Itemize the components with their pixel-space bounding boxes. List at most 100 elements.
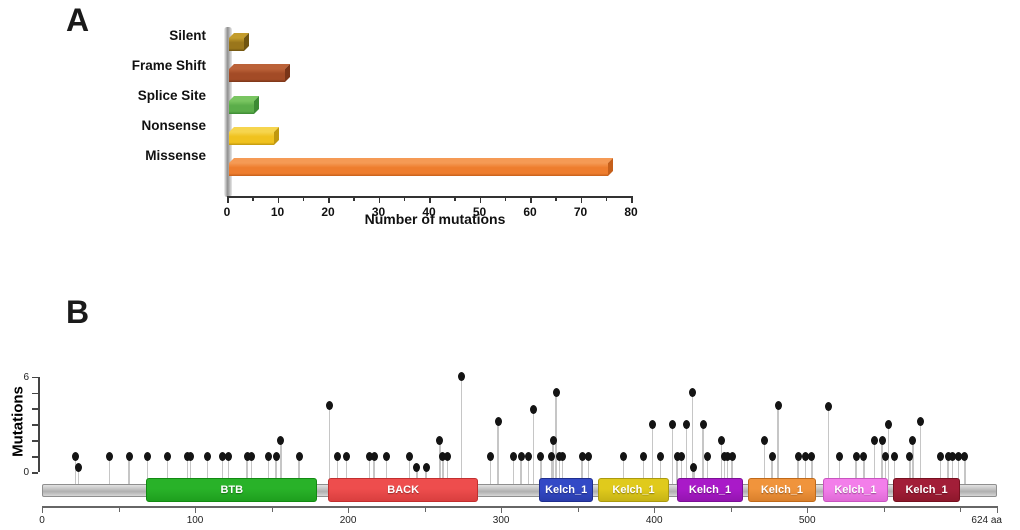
mutation-stem (221, 456, 224, 484)
mutation-dot (186, 451, 194, 461)
mutation-stem (561, 456, 564, 484)
domain-btb: BTB (146, 478, 318, 502)
mutation-dot (517, 451, 525, 461)
bar-category-label: Splice Site (137, 88, 206, 103)
mutation-dot (639, 451, 647, 461)
mutation-stem (345, 456, 348, 484)
domain-kelch_1: Kelch_1 (539, 478, 593, 502)
mutation-stem (680, 456, 683, 484)
bar-chart-major-tick (631, 198, 633, 203)
mutation-dot (728, 451, 736, 461)
mutation-stem (267, 456, 270, 484)
mutation-stem (811, 456, 813, 484)
mutation-dot (884, 419, 892, 429)
bar-category-label: Frame Shift (131, 58, 206, 73)
mutation-stem (446, 456, 449, 484)
lollipop-x-tick-label: 200 (339, 515, 357, 526)
lollipop-y-tick-label: 6 (23, 371, 29, 383)
bar-nonsense (229, 126, 280, 145)
mutation-stem (912, 440, 914, 484)
lollipop-x-tick-label: 100 (186, 515, 204, 526)
lollipop-x-tick-label: 0 (39, 515, 45, 526)
mutation-stem (587, 456, 590, 484)
lollipop-x-tick-label: 400 (645, 515, 663, 526)
mutation-dot (509, 451, 517, 461)
bar-chart-minor-tick (454, 198, 456, 201)
mutation-stem (246, 456, 248, 484)
mutation-dot (439, 451, 447, 461)
bar-chart-major-tick (277, 198, 279, 203)
mutation-dot (916, 416, 924, 426)
mutation-stem (416, 467, 418, 484)
mutation-stem (873, 440, 876, 484)
mutation-stem (146, 456, 149, 484)
domain-label: Kelch_1 (688, 484, 732, 496)
bar-chart-major-tick (580, 198, 582, 203)
mutation-dot (552, 388, 560, 397)
lollipop-x-minor-tick (960, 506, 962, 512)
mutation-dot (704, 451, 712, 461)
mutation-dot (272, 451, 280, 461)
mutation-dot (724, 451, 732, 461)
bar-chart-major-tick (429, 198, 431, 203)
mutation-dot (382, 451, 390, 461)
domain-kelch_1: Kelch_1 (747, 478, 817, 502)
mutation-stem (685, 424, 688, 484)
bar-splice-site (229, 95, 260, 114)
mutation-stem (771, 456, 773, 484)
mutation-stem (671, 424, 674, 484)
bar-chart-tick-label: 20 (321, 205, 335, 219)
mutation-dot (860, 451, 868, 461)
mutation-dot (75, 462, 83, 472)
mutation-stem (328, 405, 331, 484)
mutation-stem (189, 456, 192, 484)
mutation-dot (537, 451, 545, 461)
mutation-stem (373, 456, 375, 484)
mutation-dot (548, 451, 556, 461)
bar-chart-minor-tick (605, 198, 608, 201)
mutation-dot (457, 372, 465, 382)
bar-chart-tick-label: 40 (422, 205, 436, 219)
domain-back: BACK (328, 478, 479, 502)
bar-chart-major-tick (530, 198, 532, 203)
mutation-stem (731, 456, 733, 484)
mutation-dot (718, 435, 726, 445)
mutation-stem (881, 440, 883, 484)
mutation-stem (659, 456, 662, 484)
mutation-stem (706, 456, 709, 484)
mutation-stem (275, 456, 277, 484)
mutation-stem (581, 456, 583, 484)
mutation-dot (682, 419, 690, 429)
mutation-stem (691, 392, 694, 484)
mutation-stem (884, 456, 887, 484)
lollipop-x-minor-tick (577, 506, 579, 512)
mutation-stem (108, 456, 111, 484)
mutation-dot (578, 451, 586, 461)
mutation-stem (964, 456, 966, 484)
bar-chart-minor-tick (353, 198, 355, 201)
mutation-dot (835, 451, 843, 461)
bar-side-face (274, 126, 280, 145)
bar-category-label: Missense (145, 148, 206, 163)
mutation-stem (622, 456, 625, 484)
mutation-stem (651, 424, 654, 484)
lollipop-x-end-tick (997, 506, 998, 513)
mutation-stem (909, 456, 911, 484)
mutation-dot (688, 388, 696, 397)
bar-chart-x-axis-title: Number of mutations (364, 211, 506, 227)
mutation-dot (163, 451, 171, 461)
mutation-stem (939, 456, 942, 484)
mutation-stem (460, 376, 463, 484)
mutation-stem (206, 456, 209, 484)
lollipop-y-tick (32, 456, 38, 458)
bar-frame-shift (229, 64, 290, 83)
lollipop-x-minor-tick (271, 506, 273, 512)
lollipop-x-axis-line (42, 506, 998, 508)
mutation-dot (422, 462, 430, 472)
mutation-stem (693, 467, 695, 484)
mutation-stem (227, 456, 230, 484)
mutation-dot (878, 435, 886, 445)
mutation-stem (957, 456, 960, 484)
mutation-stem (558, 456, 561, 484)
mutation-dot (699, 419, 707, 429)
